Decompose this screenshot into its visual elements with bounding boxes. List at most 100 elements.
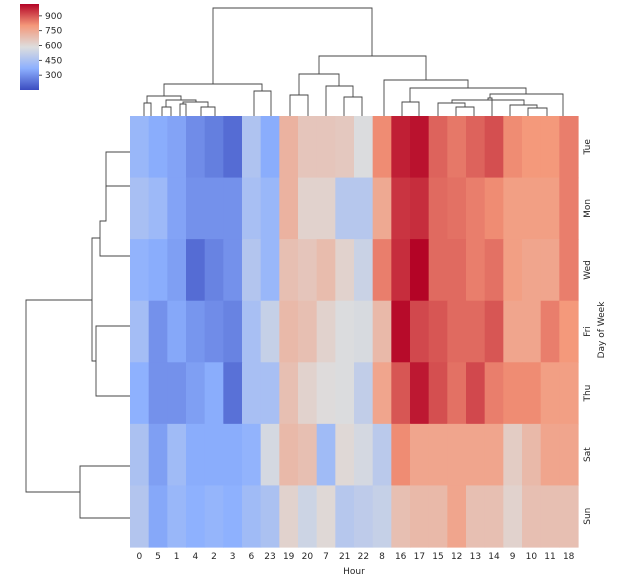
heatmap-cell (391, 362, 411, 425)
heatmap-cell (466, 423, 486, 487)
heatmap-cell (186, 485, 206, 548)
heatmap-cell (466, 239, 486, 302)
col-dendro-link (179, 103, 187, 116)
heatmap-cell (410, 116, 430, 179)
heatmap-cell (522, 239, 542, 302)
heatmap-cell (466, 300, 486, 363)
heatmap-cell (503, 239, 523, 302)
heatmap-cell (335, 300, 355, 363)
heatmap-cell (522, 423, 542, 487)
heatmap-grid (130, 116, 579, 548)
col-dendro-link (509, 104, 538, 116)
heatmap-cell (447, 362, 467, 425)
heatmap-cell (130, 362, 150, 425)
heatmap-cell (391, 239, 411, 302)
heatmap-cell (447, 300, 467, 363)
heatmap-cell (484, 300, 504, 363)
heatmap-cell (484, 116, 504, 179)
heatmap-cell (167, 362, 187, 425)
heatmap-cell (372, 239, 392, 302)
x-tick-label: 14 (488, 552, 500, 562)
heatmap-cell (316, 485, 336, 548)
heatmap-cell (335, 485, 355, 548)
heatmap-cell (167, 116, 187, 179)
row-dendro-link (79, 465, 130, 519)
colorbar: 900 750 600 450 300 (20, 4, 62, 90)
heatmap-cell (466, 362, 486, 425)
y-tick-label: Wed (583, 260, 593, 280)
col-dendro-link (383, 79, 469, 116)
heatmap-cell (223, 485, 243, 548)
heatmap-cell (503, 300, 523, 363)
heatmap-cell (410, 239, 430, 302)
heatmap-cell (298, 423, 318, 487)
heatmap-cell (447, 239, 467, 302)
heatmap-cell (186, 300, 206, 363)
heatmap-cell (540, 116, 560, 179)
heatmap-cell (260, 362, 280, 425)
heatmap-cell (242, 116, 262, 179)
x-tick-label: 20 (302, 552, 314, 562)
col-dendro-link (527, 107, 548, 116)
heatmap-cell (354, 239, 374, 302)
heatmap-cell (559, 362, 579, 425)
x-axis-label: Hour (343, 567, 365, 577)
heatmap-cell (391, 300, 411, 363)
heatmap-cell (503, 485, 523, 548)
colorbar-tick-label: 750 (45, 27, 62, 37)
heatmap-cell (503, 423, 523, 487)
y-axis-label: Day of Week (597, 301, 607, 359)
y-tick-label: Fri (583, 326, 593, 337)
heatmap-cell (354, 300, 374, 363)
heatmap-cell (428, 423, 448, 487)
col-dendro-link (161, 106, 172, 116)
heatmap-cell (428, 116, 448, 179)
x-tick-label: 9 (510, 552, 516, 562)
heatmap-cell (298, 485, 318, 548)
heatmap-cell (223, 239, 243, 302)
heatmap-cell (447, 485, 467, 548)
heatmap-cell (410, 177, 430, 240)
heatmap-cell (298, 239, 318, 302)
heatmap-cell (447, 116, 467, 179)
heatmap-cell (148, 300, 168, 363)
heatmap-cell (130, 239, 150, 302)
row-dendro-link (25, 299, 92, 493)
x-tick-label: 22 (358, 552, 369, 562)
heatmap-cell (484, 423, 504, 487)
x-tick-label: 17 (414, 552, 425, 562)
row-dendrogram (25, 151, 130, 519)
heatmap-cell (391, 485, 411, 548)
heatmap-cell (260, 239, 280, 302)
heatmap-cell (130, 300, 150, 363)
heatmap-cell (279, 362, 299, 425)
heatmap-cell (204, 362, 224, 425)
colorbar-tick-label: 300 (45, 71, 62, 81)
heatmap-cell (298, 362, 318, 425)
heatmap-cell (484, 239, 504, 302)
col-dendro-link (200, 106, 216, 116)
heatmap-cell (279, 300, 299, 363)
column-dendrogram (143, 7, 564, 116)
heatmap-cell (410, 485, 430, 548)
heatmap-cell (372, 177, 392, 240)
heatmap-cell (260, 485, 280, 548)
col-dendro-link (489, 93, 564, 116)
heatmap-cell (503, 177, 523, 240)
x-tick-label: 5 (155, 552, 161, 562)
heatmap-cell (559, 239, 579, 302)
y-tick-label: Mon (583, 199, 593, 218)
heatmap-cell (167, 177, 187, 240)
heatmap-cell (466, 485, 486, 548)
x-tick-label: 10 (526, 552, 538, 562)
heatmap-cell (522, 362, 542, 425)
heatmap-cell (559, 116, 579, 179)
heatmap-cell (391, 423, 411, 487)
col-dendro-link (146, 95, 182, 103)
row-dendro-link (95, 325, 130, 397)
heatmap-cell (503, 362, 523, 425)
heatmap-cell (559, 300, 579, 363)
y-tick-label: Sun (583, 508, 593, 525)
x-tick-label: 18 (563, 552, 575, 562)
heatmap-cell (298, 177, 318, 240)
